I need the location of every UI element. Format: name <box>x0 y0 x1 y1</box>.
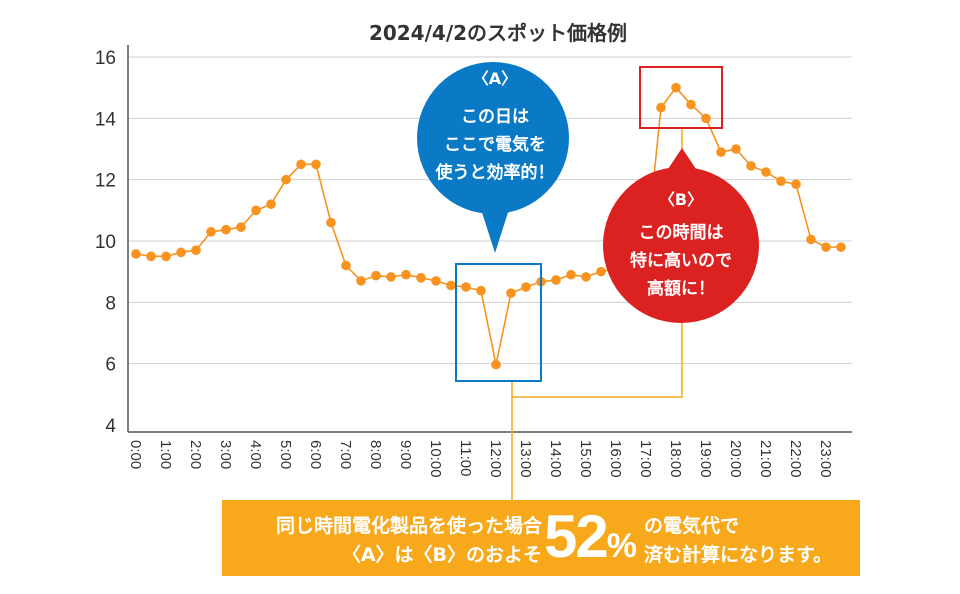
callout-b-line: 特に高いので <box>630 250 732 271</box>
data-point <box>281 174 291 185</box>
data-point <box>266 199 276 209</box>
x-tick-label: 23:00 <box>817 440 834 478</box>
data-point <box>596 266 606 277</box>
y-tick-label: 16 <box>95 48 116 69</box>
data-point <box>656 102 666 113</box>
x-tick-label: 9:00 <box>397 440 414 469</box>
highlight-box-a <box>455 263 542 382</box>
data-point <box>731 144 741 154</box>
data-point <box>416 273 426 283</box>
data-point <box>236 222 246 232</box>
callout-a-line: ここで電気を <box>444 134 546 155</box>
data-point <box>431 276 441 286</box>
data-point <box>386 272 396 282</box>
data-point <box>401 269 411 280</box>
data-point <box>131 249 141 259</box>
data-point <box>161 251 171 262</box>
data-point <box>776 176 786 186</box>
data-point <box>206 227 216 237</box>
data-point <box>491 359 501 370</box>
note-line-3: の電気代で <box>644 515 740 537</box>
note-percentage: 52% <box>544 502 637 571</box>
note-big-number: 52 <box>544 503 609 570</box>
data-point <box>836 242 846 252</box>
x-tick-label: 5:00 <box>277 440 294 469</box>
callout-b-line: 高額に！ <box>647 278 715 299</box>
data-point <box>521 282 531 292</box>
x-tick-label: 1:00 <box>157 440 174 469</box>
chart-title: 2024/4/2のスポット価格例 <box>369 21 627 45</box>
x-tick-label: 6:00 <box>307 440 324 469</box>
data-point <box>581 272 591 282</box>
x-tick-label: 20:00 <box>727 440 744 478</box>
y-tick-label: 14 <box>95 109 117 130</box>
y-tick-label: 12 <box>95 171 116 192</box>
data-point <box>476 285 486 296</box>
y-tick-label: 10 <box>95 232 116 253</box>
data-point <box>461 282 471 292</box>
callout-b-line: この時間は <box>639 222 724 243</box>
data-point <box>701 113 711 124</box>
x-tick-label: 22:00 <box>787 440 804 478</box>
data-point <box>251 205 261 216</box>
summary-note: 同じ時間電化製品を使った場合 〈A〉は〈B〉のおよそ 52% の電気代で 済む計… <box>222 500 860 576</box>
y-tick-labels: 4 6 8 10 12 14 16 <box>95 48 117 437</box>
x-tick-labels: 0:00 1:00 2:00 3:00 4:00 5:00 6:00 7:00 8:00 9:00… <box>127 440 834 478</box>
data-point <box>146 251 156 262</box>
data-point <box>371 270 381 281</box>
x-tick-label: 15:00 <box>577 440 594 478</box>
data-point <box>821 242 831 252</box>
data-point <box>356 276 366 286</box>
data-point <box>506 288 516 298</box>
data-point <box>296 159 306 170</box>
note-line-2: 〈A〉は〈B〉のおよそ <box>341 544 542 566</box>
x-tick-label: 13:00 <box>517 440 534 478</box>
y-tick-label: 4 <box>105 416 116 437</box>
x-tick-label: 16:00 <box>607 440 624 478</box>
data-point <box>326 217 336 228</box>
callout-a-tag: 〈A〉 <box>473 69 517 88</box>
x-tick-label: 7:00 <box>337 440 354 469</box>
highlight-box-b <box>639 66 723 129</box>
data-point <box>566 269 576 280</box>
data-point <box>791 179 801 190</box>
data-point <box>806 234 816 245</box>
data-point <box>746 161 756 171</box>
data-point <box>341 260 351 271</box>
data-point <box>716 147 726 157</box>
x-tick-label: 2:00 <box>187 440 204 469</box>
data-point <box>176 247 186 258</box>
data-point <box>221 224 231 235</box>
x-tick-label: 21:00 <box>757 440 774 478</box>
data-point <box>191 245 201 255</box>
callout-a-line: この日は <box>461 107 529 127</box>
callout-b: 〈B〉 この時間は 特に高いので 高額に！ <box>603 148 759 323</box>
x-tick-label: 8:00 <box>367 440 384 469</box>
note-line-1: 同じ時間電化製品を使った場合 <box>275 515 542 537</box>
callout-a: 〈A〉 この日は ここで電気を 使うと効率的！ <box>417 62 569 253</box>
x-tick-label: 17:00 <box>637 440 654 478</box>
x-tick-label: 18:00 <box>667 440 684 478</box>
y-tick-label: 6 <box>105 355 116 376</box>
note-percent-sign: % <box>606 527 637 565</box>
data-point <box>446 280 456 291</box>
data-point <box>551 275 561 285</box>
x-tick-label: 14:00 <box>547 440 564 478</box>
x-tick-label: 3:00 <box>217 440 234 469</box>
x-tick-label: 0:00 <box>127 440 144 469</box>
x-tick-label: 10:00 <box>427 440 444 478</box>
callout-a-line: 使うと効率的！ <box>435 162 555 183</box>
x-tick-label: 19:00 <box>697 440 714 478</box>
y-tick-label: 8 <box>105 293 116 314</box>
data-point <box>671 82 681 93</box>
data-point <box>686 99 696 110</box>
callout-b-tag: 〈B〉 <box>659 190 703 209</box>
data-point <box>761 167 771 177</box>
x-tick-label: 12:00 <box>487 440 504 478</box>
note-line-4: 済む計算になります。 <box>644 544 833 566</box>
x-tick-label: 4:00 <box>247 440 264 469</box>
data-point <box>311 159 321 170</box>
x-tick-label: 11:00 <box>457 440 474 476</box>
